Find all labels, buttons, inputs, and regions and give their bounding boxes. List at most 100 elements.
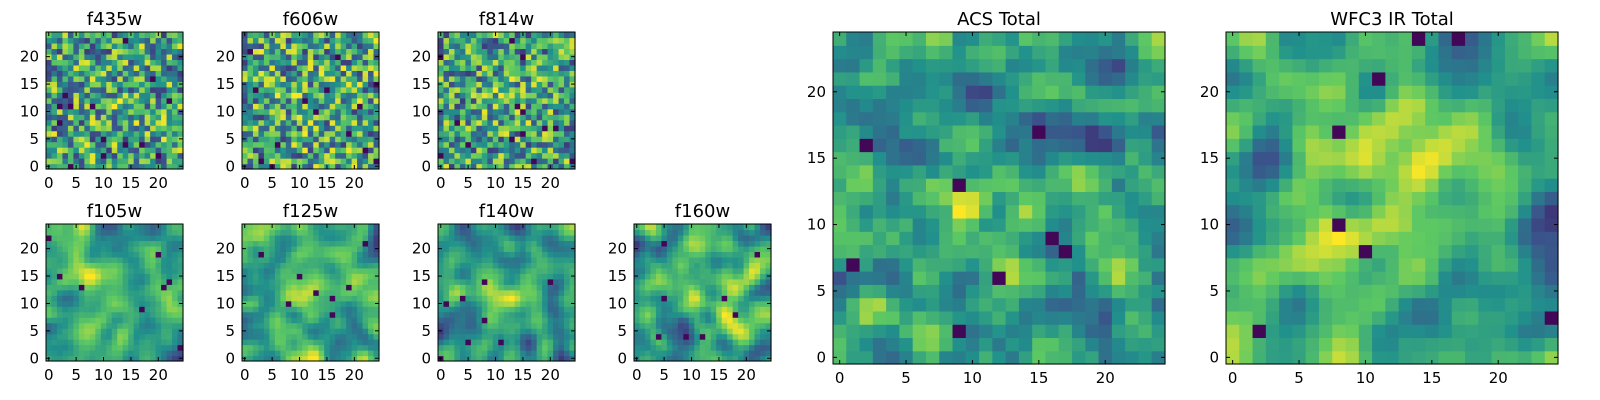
heatmap-cell <box>925 151 940 166</box>
heatmap-cell <box>139 344 146 351</box>
heatmap-cell <box>51 32 58 39</box>
heatmap-cell <box>448 48 456 55</box>
heatmap-cell <box>346 64 353 71</box>
heatmap-cell <box>912 310 927 325</box>
heatmap-cell <box>78 81 85 88</box>
heatmap-cell <box>329 229 336 236</box>
heatmap-cell <box>476 70 483 77</box>
heatmap-cell <box>84 278 91 285</box>
heatmap-cell <box>51 108 58 115</box>
heatmap-cell <box>716 251 723 258</box>
heatmap-cell <box>368 333 375 340</box>
heatmap-cell <box>269 130 276 137</box>
heatmap-cell <box>263 251 270 258</box>
heatmap-cell <box>644 328 652 335</box>
heatmap-cell <box>291 130 298 137</box>
heatmap-cell <box>139 103 146 110</box>
heatmap-cell <box>269 158 276 165</box>
heatmap-cell <box>340 130 347 137</box>
heatmap-cell <box>357 70 364 77</box>
heatmap-cell <box>465 81 472 88</box>
heatmap-cell <box>531 92 538 99</box>
heatmap-cell <box>448 53 456 60</box>
heatmap-cell <box>117 130 124 137</box>
heatmap-cell <box>710 328 717 335</box>
heatmap-cell <box>553 262 560 269</box>
heatmap-cell <box>106 158 113 165</box>
heatmap-cell <box>509 108 516 115</box>
heatmap-cell <box>765 240 772 247</box>
y-tick-label: 20 <box>20 240 39 258</box>
heatmap-cell <box>373 130 380 137</box>
heatmap-cell <box>666 300 673 307</box>
heatmap-cell <box>128 284 135 291</box>
heatmap-cell <box>677 311 684 318</box>
heatmap-cell <box>754 267 761 274</box>
heatmap-cell <box>454 119 461 126</box>
heatmap-cell <box>438 152 445 159</box>
heatmap-cell <box>296 141 303 148</box>
heatmap-cell <box>269 103 276 110</box>
heatmap-cell <box>46 350 53 357</box>
heatmap-cell <box>274 75 281 82</box>
heatmap-cell <box>139 251 146 258</box>
heatmap-cell <box>912 231 927 246</box>
heatmap-cell <box>553 158 560 165</box>
heatmap-cell <box>329 284 336 291</box>
heatmap-cell <box>465 273 472 280</box>
heatmap-cell <box>531 147 538 154</box>
heatmap-cell <box>470 350 477 357</box>
heatmap-cell <box>335 229 342 236</box>
panel-title: f105w <box>87 201 142 222</box>
heatmap-cell <box>443 37 450 44</box>
heatmap-cell <box>1098 191 1113 206</box>
heatmap-cell <box>531 300 538 307</box>
heatmap-cell <box>1151 178 1166 192</box>
heatmap-cell <box>139 130 146 137</box>
heatmap-cell <box>564 92 571 99</box>
heatmap-cell <box>749 333 756 340</box>
heatmap-cell <box>454 333 461 340</box>
heatmap-cell <box>144 119 151 126</box>
x-tick-label: 5 <box>463 174 473 192</box>
heatmap-cell <box>357 278 364 285</box>
heatmap-cell <box>438 64 445 71</box>
heatmap-cell <box>373 339 380 346</box>
heatmap-cell <box>705 333 712 340</box>
heatmap-cell <box>683 267 690 274</box>
heatmap-cell <box>144 278 151 285</box>
heatmap-cell <box>161 92 168 99</box>
heatmap-cell <box>476 114 483 121</box>
heatmap-cell <box>89 300 96 307</box>
heatmap-cell <box>285 240 292 247</box>
heatmap-cell <box>122 289 129 296</box>
heatmap-cell <box>150 108 157 115</box>
heatmap-cell <box>122 251 129 258</box>
heatmap-cell <box>965 164 980 179</box>
heatmap-cell <box>558 103 565 110</box>
heatmap-cell <box>166 70 173 77</box>
heatmap-cell <box>749 262 756 269</box>
heatmap-cell <box>765 339 772 346</box>
heatmap-cell <box>313 92 320 99</box>
heatmap-cell <box>340 86 347 93</box>
heatmap-cell <box>1032 217 1047 232</box>
heatmap-cell <box>368 289 375 296</box>
heatmap-cell <box>73 256 80 263</box>
heatmap-cell <box>727 289 734 296</box>
heatmap-cell <box>362 267 369 274</box>
heatmap-cell <box>509 333 516 340</box>
heatmap-cell <box>732 355 739 362</box>
heatmap-cell <box>46 322 53 329</box>
heatmap-cell <box>117 284 124 291</box>
heatmap-cell <box>558 262 565 269</box>
heatmap-cell <box>95 32 102 39</box>
heatmap-cell <box>56 125 64 132</box>
heatmap-cell <box>78 273 85 280</box>
heatmap-cell <box>150 114 157 121</box>
heatmap-cell <box>346 147 353 154</box>
heatmap-cell <box>368 125 375 132</box>
heatmap-cell <box>476 64 483 71</box>
heatmap-cell <box>242 86 249 93</box>
